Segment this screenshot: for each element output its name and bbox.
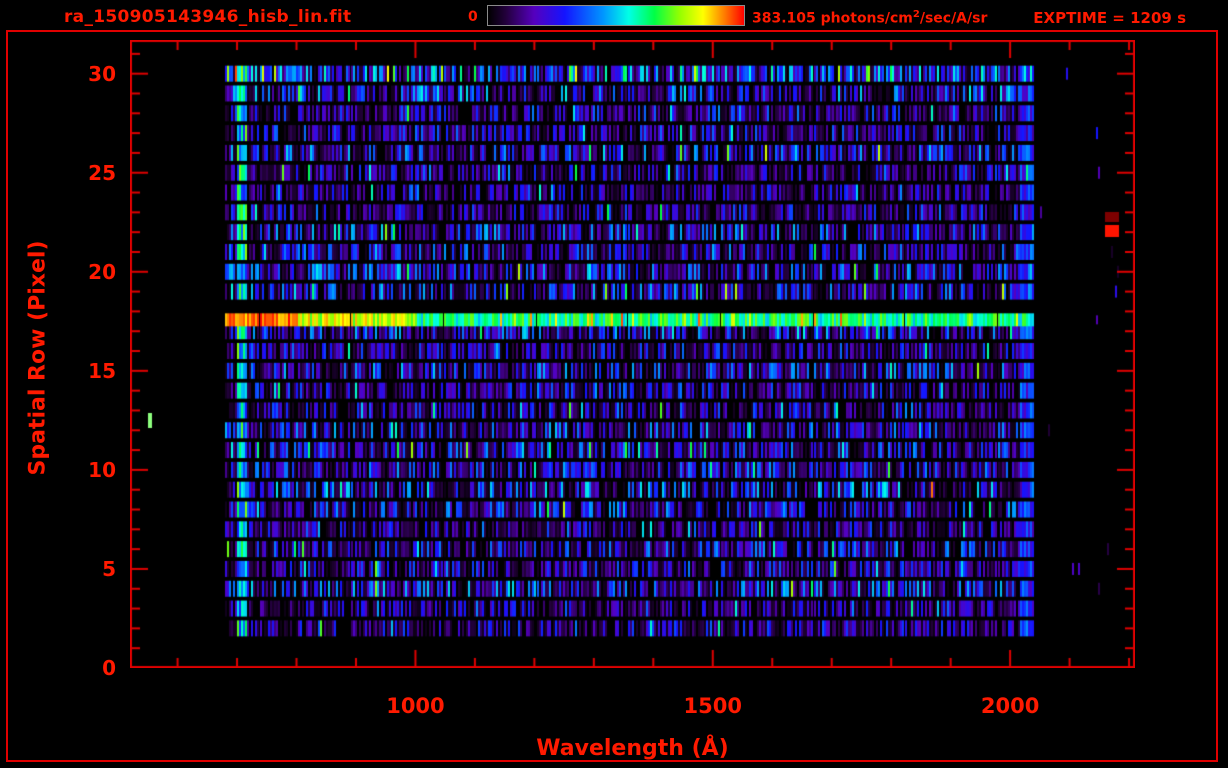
colorbar-max-superscript: 2: [912, 9, 920, 20]
colorbar-max-label: 383.105 photons/cm2/sec/A/sr: [752, 9, 987, 27]
y-tick-label: 15: [88, 358, 116, 383]
colorbar-gradient: [487, 5, 745, 26]
y-tick-label: 0: [102, 656, 116, 680]
y-tick-label: 5: [102, 556, 116, 581]
y-tick-label: 25: [88, 160, 116, 185]
x-tick-label: 2000: [980, 694, 1040, 718]
exptime-label: EXPTIME = 1209 s: [1033, 9, 1186, 27]
colorbar-max-suffix: /sec/A/sr: [919, 10, 988, 27]
y-tick-label: 30: [88, 61, 116, 86]
spectrum-heatmap-canvas[interactable]: [130, 40, 1135, 668]
x-axis-label: Wavelength (Å): [536, 736, 729, 761]
x-tick-label: 1000: [386, 694, 445, 718]
colorbar-max-prefix: 383.105 photons/cm: [752, 10, 913, 27]
x-tick-label: 1500: [683, 694, 742, 718]
filename-label: ra_150905143946_hisb_lin.fit: [64, 7, 352, 27]
colorbar-min-label: 0: [468, 9, 478, 25]
y-tick-label: 10: [88, 457, 116, 482]
y-tick-label: 20: [88, 259, 116, 284]
y-axis-label: Spatial Row (Pixel): [25, 240, 51, 476]
